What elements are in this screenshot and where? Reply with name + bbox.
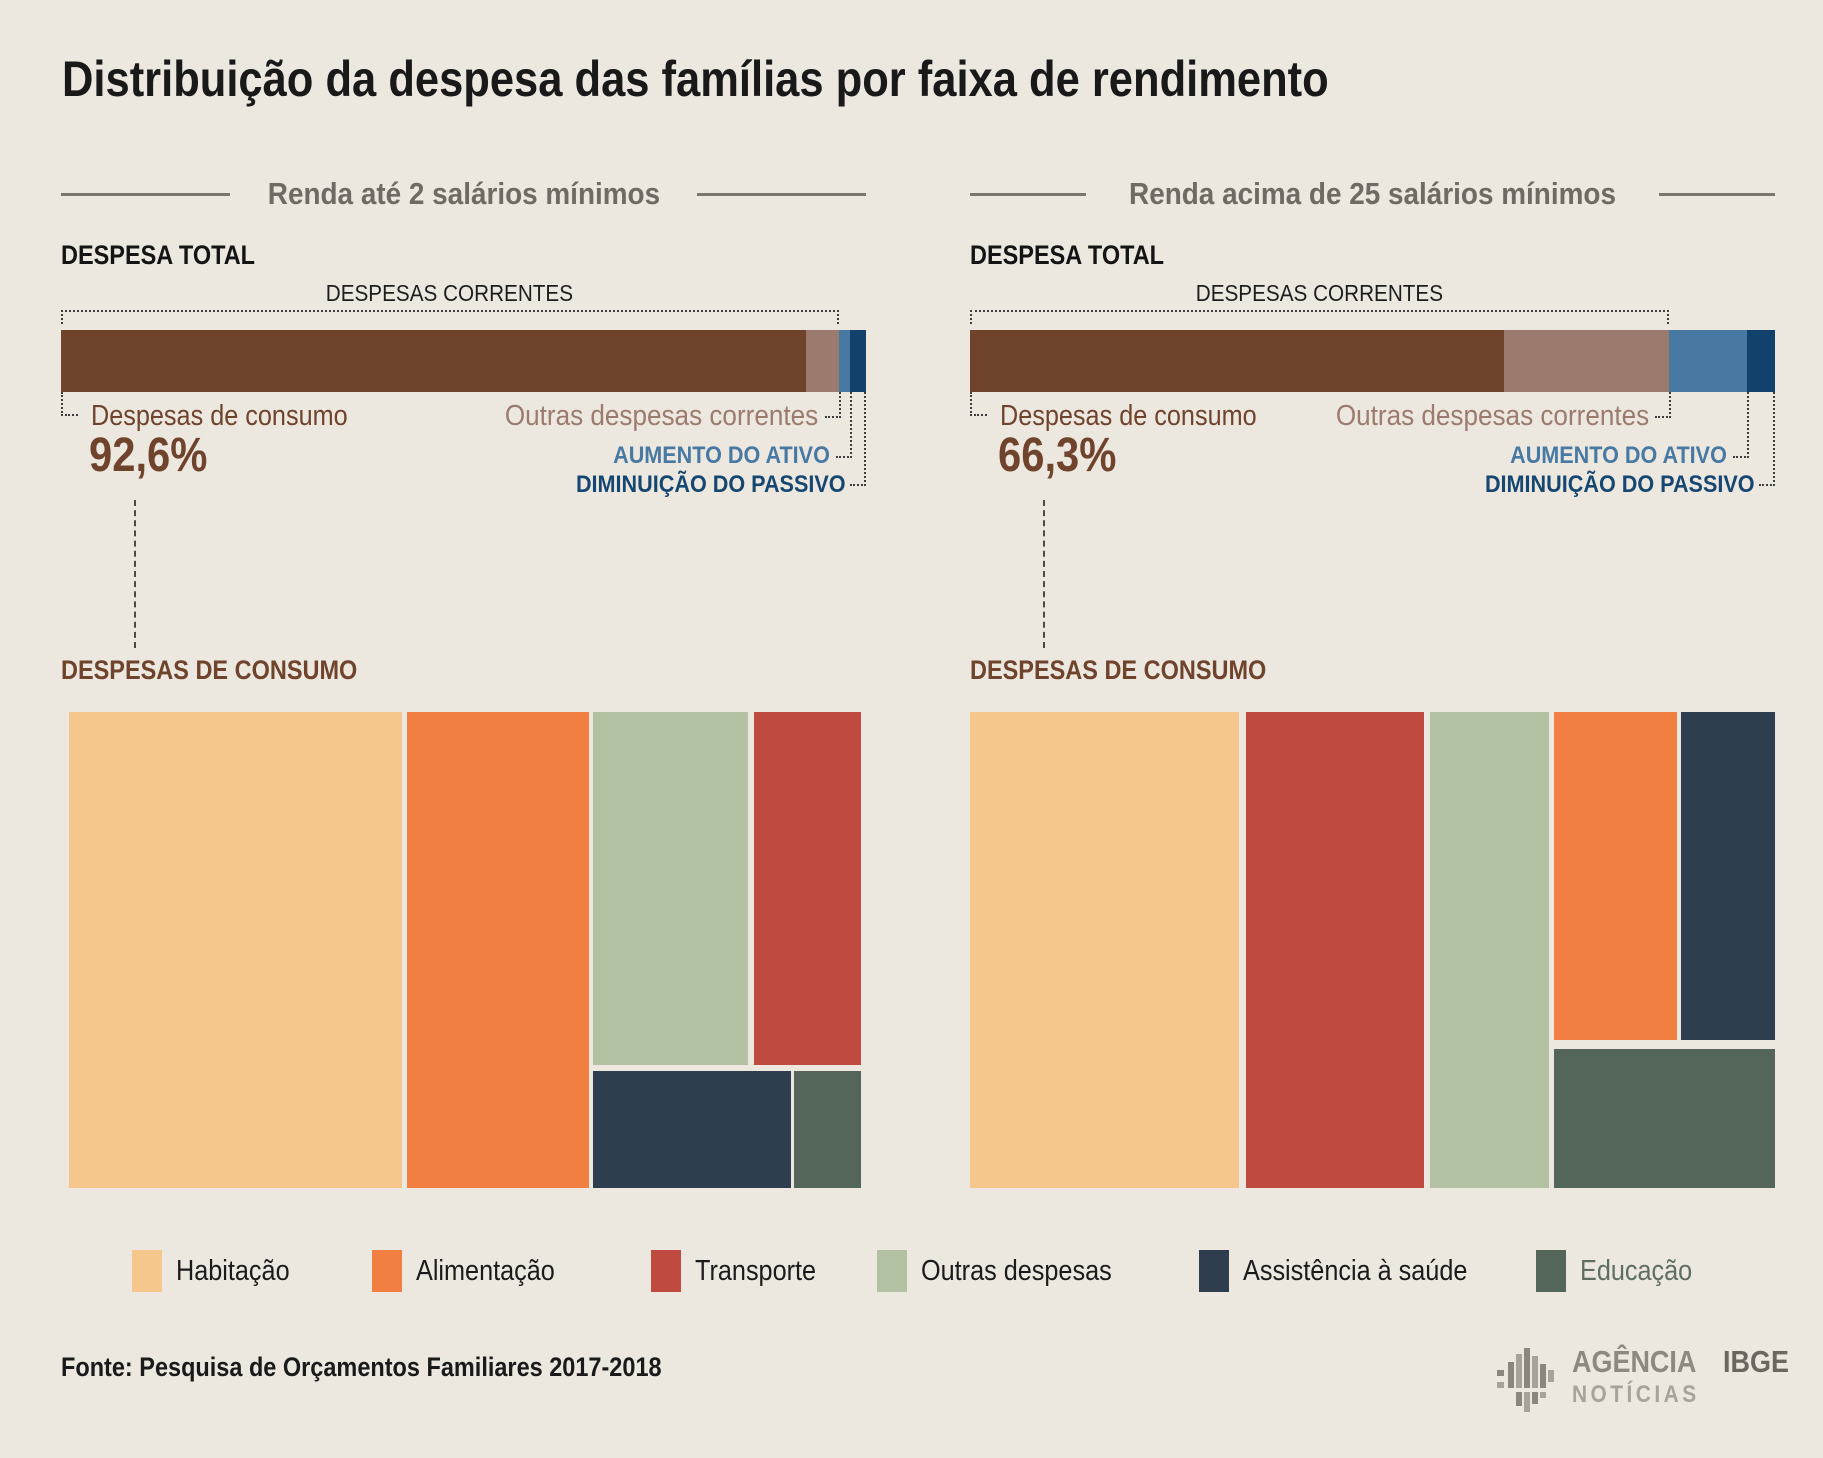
treemap-block-saude xyxy=(592,1071,792,1188)
connector-consumo xyxy=(61,392,78,416)
legend-swatch-saude xyxy=(1199,1250,1229,1292)
legend-label-transporte: Transporte xyxy=(695,1255,817,1287)
ibge-bars-icon xyxy=(1497,1348,1554,1412)
treemap-block-educacao xyxy=(1554,1049,1775,1188)
despesas-correntes-bracket xyxy=(970,310,1669,324)
header-rule-left xyxy=(970,192,1086,196)
label-outras-despesas-correntes: Outras despesas correntes xyxy=(1335,400,1649,432)
consumo-percent-value: 92,6% xyxy=(89,429,208,482)
consumo-percent-value: 66,3% xyxy=(998,429,1117,482)
legend-swatch-educacao xyxy=(1536,1250,1566,1292)
treemap-block-outras_despesas xyxy=(1429,712,1549,1188)
treemap-block-saude xyxy=(1680,712,1775,1040)
logo-agencia-text: AGÊNCIA xyxy=(1572,1344,1697,1379)
connector-aumento-ativo xyxy=(835,392,852,458)
label-despesas-de-consumo: Despesas de consumo xyxy=(91,400,348,432)
connector-consumo xyxy=(970,392,987,416)
legend-label-saude: Assistência à saúde xyxy=(1243,1255,1468,1287)
header-rule-right xyxy=(1659,192,1775,196)
despesas-de-consumo-heading: DESPESAS DE CONSUMO xyxy=(970,655,1267,685)
legend-item-alimentacao: Alimentação xyxy=(372,1250,576,1292)
bar-segment-outras_correntes xyxy=(806,330,839,392)
despesa-total-heading: DESPESA TOTAL xyxy=(61,240,256,270)
header-rule-right xyxy=(697,192,866,196)
bar-segment-consumo xyxy=(970,330,1504,392)
legend-swatch-alimentacao xyxy=(372,1250,402,1292)
legend-item-transporte: Transporte xyxy=(651,1250,834,1292)
treemap-block-habitacao xyxy=(970,712,1239,1188)
legend-item-saude: Assistência à saúde xyxy=(1199,1250,1501,1292)
despesas-correntes-label: DESPESAS CORRENTES xyxy=(1195,280,1444,306)
logo-noticias-text: NOTÍCIAS xyxy=(1572,1381,1700,1408)
legend-label-educacao: Educação xyxy=(1580,1255,1693,1287)
connector-diminuicao-passivo xyxy=(850,392,866,486)
legend-label-habitacao: Habitação xyxy=(176,1255,290,1287)
connector-diminuicao-passivo xyxy=(1759,392,1775,486)
label-aumento-do-ativo: AUMENTO DO ATIVO xyxy=(1510,442,1727,469)
page-title-text: Distribuição da despesa das famílias por… xyxy=(62,51,1329,107)
treemap-block-transporte xyxy=(1246,712,1424,1188)
bar-segment-consumo xyxy=(61,330,807,392)
dashed-connector-to-treemap xyxy=(134,500,136,648)
treemap-block-habitacao xyxy=(69,712,402,1188)
connector-aumento-ativo xyxy=(1732,392,1749,458)
treemap-block-educacao xyxy=(794,1071,861,1188)
bar-segment-aumento_ativo xyxy=(1668,330,1747,392)
panel-header: Renda até 2 salários mínimos xyxy=(61,176,866,212)
bar-segment-diminuicao_passivo xyxy=(849,330,866,392)
despesa-total-bar xyxy=(970,330,1775,392)
legend-label-outras_despesas: Outras despesas xyxy=(921,1255,1112,1287)
legend-swatch-outras_despesas xyxy=(877,1250,907,1292)
label-diminuicao-do-passivo: DIMINUIÇÃO DO PASSIVO xyxy=(576,471,846,498)
despesas-de-consumo-heading: DESPESAS DE CONSUMO xyxy=(61,655,358,685)
label-aumento-do-ativo: AUMENTO DO ATIVO xyxy=(613,442,830,469)
connector-outras-correntes xyxy=(1654,392,1671,418)
panel-renda-ate-2: Renda até 2 salários mínimos DESPESA TOT… xyxy=(61,0,866,1458)
consumo-treemap xyxy=(970,712,1775,1188)
label-diminuicao-do-passivo: DIMINUIÇÃO DO PASSIVO xyxy=(1485,471,1755,498)
agencia-ibge-noticias-logo: AGÊNCIA IBGE NOTÍCIAS xyxy=(1496,1346,1799,1414)
bar-segment-outras_correntes xyxy=(1503,330,1669,392)
treemap-block-alimentacao xyxy=(1554,712,1677,1040)
source-note: Fonte: Pesquisa de Orçamentos Familiares… xyxy=(61,1352,662,1382)
legend-item-outras_despesas: Outras despesas xyxy=(877,1250,1140,1292)
logo-line1: AGÊNCIA IBGE xyxy=(1572,1346,1799,1377)
treemap-block-alimentacao xyxy=(407,712,589,1188)
dashed-connector-to-treemap xyxy=(1043,500,1045,648)
bar-segment-aumento_ativo xyxy=(838,330,850,392)
consumo-treemap xyxy=(69,712,861,1188)
panel-renda-acima-25: Renda acima de 25 salários mínimos DESPE… xyxy=(970,0,1775,1458)
label-despesas-de-consumo: Despesas de consumo xyxy=(1000,400,1257,432)
panel-header: Renda acima de 25 salários mínimos xyxy=(970,176,1775,212)
panel-header-label: Renda acima de 25 salários mínimos xyxy=(1129,176,1616,211)
logo-text: AGÊNCIA IBGE NOTÍCIAS xyxy=(1572,1346,1799,1407)
despesas-correntes-bracket xyxy=(61,310,839,324)
connector-outras-correntes xyxy=(824,392,841,418)
header-rule-left xyxy=(61,192,230,196)
legend-swatch-transporte xyxy=(651,1250,681,1292)
panel-header-label: Renda até 2 salários mínimos xyxy=(267,176,660,211)
legend-label-alimentacao: Alimentação xyxy=(416,1255,555,1287)
legend-item-educacao: Educação xyxy=(1536,1250,1709,1292)
legend-swatch-habitacao xyxy=(132,1250,162,1292)
despesa-total-bar xyxy=(61,330,866,392)
treemap-block-transporte xyxy=(754,712,861,1066)
despesa-total-heading: DESPESA TOTAL xyxy=(970,240,1165,270)
bar-segment-diminuicao_passivo xyxy=(1746,330,1775,392)
legend: Habitação Alimentação Transporte Outras des… xyxy=(0,1250,1823,1292)
label-outras-despesas-correntes: Outras despesas correntes xyxy=(505,400,819,432)
despesas-correntes-label: DESPESAS CORRENTES xyxy=(326,280,574,306)
logo-ibge-text: IBGE xyxy=(1722,1344,1789,1379)
treemap-block-outras_despesas xyxy=(592,712,748,1066)
legend-item-habitacao: Habitação xyxy=(132,1250,307,1292)
page-title: Distribuição da despesa das famílias por… xyxy=(62,50,1518,108)
